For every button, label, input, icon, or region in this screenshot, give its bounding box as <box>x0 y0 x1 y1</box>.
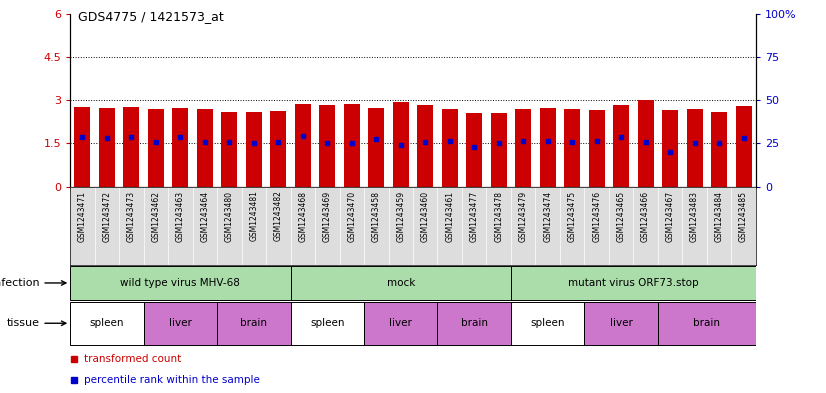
Text: spleen: spleen <box>90 318 124 328</box>
Text: GDS4775 / 1421573_at: GDS4775 / 1421573_at <box>78 10 224 23</box>
Text: GSM1243460: GSM1243460 <box>420 191 430 242</box>
Text: GSM1243458: GSM1243458 <box>372 191 381 242</box>
Bar <box>70 301 144 345</box>
Bar <box>736 106 752 187</box>
Bar <box>270 111 287 187</box>
Text: GSM1243461: GSM1243461 <box>445 191 454 242</box>
Text: GSM1243459: GSM1243459 <box>396 191 406 242</box>
Bar <box>511 266 756 300</box>
Text: GSM1243471: GSM1243471 <box>78 191 87 242</box>
Text: GSM1243472: GSM1243472 <box>102 191 112 242</box>
Text: GSM1243481: GSM1243481 <box>249 191 259 241</box>
Bar <box>320 105 335 187</box>
Text: GSM1243485: GSM1243485 <box>739 191 748 242</box>
Text: brain: brain <box>693 318 720 328</box>
Text: GSM1243464: GSM1243464 <box>201 191 209 242</box>
Text: GSM1243479: GSM1243479 <box>519 191 528 242</box>
Text: GSM1243470: GSM1243470 <box>347 191 356 242</box>
Bar <box>197 109 213 187</box>
Text: GSM1243483: GSM1243483 <box>690 191 699 242</box>
Bar <box>291 266 511 300</box>
Bar <box>123 107 140 187</box>
Bar <box>70 266 291 300</box>
Bar <box>638 100 653 187</box>
Text: transformed count: transformed count <box>84 354 181 364</box>
Text: GSM1243466: GSM1243466 <box>641 191 650 242</box>
Bar <box>564 109 580 187</box>
Bar <box>393 102 409 187</box>
Bar <box>438 301 511 345</box>
Bar <box>711 112 727 187</box>
Bar <box>148 109 164 187</box>
Bar <box>74 107 90 187</box>
Bar <box>295 104 311 187</box>
Text: GSM1243476: GSM1243476 <box>592 191 601 242</box>
Bar <box>511 301 585 345</box>
Text: liver: liver <box>610 318 633 328</box>
Bar <box>515 109 531 187</box>
Bar <box>364 301 438 345</box>
Text: GSM1243469: GSM1243469 <box>323 191 332 242</box>
Text: wild type virus MHV-68: wild type virus MHV-68 <box>121 278 240 288</box>
Text: GSM1243467: GSM1243467 <box>666 191 675 242</box>
Text: GSM1243477: GSM1243477 <box>470 191 479 242</box>
Bar <box>291 301 364 345</box>
Bar <box>173 108 188 187</box>
Bar <box>417 105 433 187</box>
Bar <box>344 104 360 187</box>
Text: GSM1243462: GSM1243462 <box>151 191 160 242</box>
Text: infection: infection <box>0 278 66 288</box>
Bar <box>662 110 678 187</box>
Text: percentile rank within the sample: percentile rank within the sample <box>84 375 260 385</box>
Text: liver: liver <box>169 318 192 328</box>
Bar <box>368 108 384 187</box>
Bar <box>217 301 291 345</box>
Text: mutant virus ORF73.stop: mutant virus ORF73.stop <box>568 278 699 288</box>
Bar <box>589 110 605 187</box>
Bar <box>539 108 556 187</box>
Text: GSM1243468: GSM1243468 <box>298 191 307 242</box>
Text: spleen: spleen <box>530 318 565 328</box>
Text: brain: brain <box>240 318 268 328</box>
Text: GSM1243478: GSM1243478 <box>494 191 503 242</box>
Bar <box>221 112 237 187</box>
Bar <box>246 112 262 187</box>
Text: GSM1243480: GSM1243480 <box>225 191 234 242</box>
Text: GSM1243475: GSM1243475 <box>567 191 577 242</box>
Bar <box>491 113 506 187</box>
Text: spleen: spleen <box>310 318 344 328</box>
Text: GSM1243484: GSM1243484 <box>714 191 724 242</box>
Text: GSM1243463: GSM1243463 <box>176 191 185 242</box>
Text: tissue: tissue <box>7 318 66 328</box>
Text: GSM1243474: GSM1243474 <box>544 191 552 242</box>
Text: GSM1243465: GSM1243465 <box>617 191 625 242</box>
Text: liver: liver <box>389 318 412 328</box>
Bar <box>99 108 115 187</box>
Bar <box>613 105 629 187</box>
Bar <box>585 301 657 345</box>
Text: GSM1243473: GSM1243473 <box>127 191 136 242</box>
Bar <box>144 301 217 345</box>
Bar <box>657 301 756 345</box>
Text: mock: mock <box>387 278 415 288</box>
Text: GSM1243482: GSM1243482 <box>274 191 282 241</box>
Bar <box>686 109 703 187</box>
Bar <box>466 113 482 187</box>
Bar <box>442 109 458 187</box>
Text: brain: brain <box>461 318 487 328</box>
